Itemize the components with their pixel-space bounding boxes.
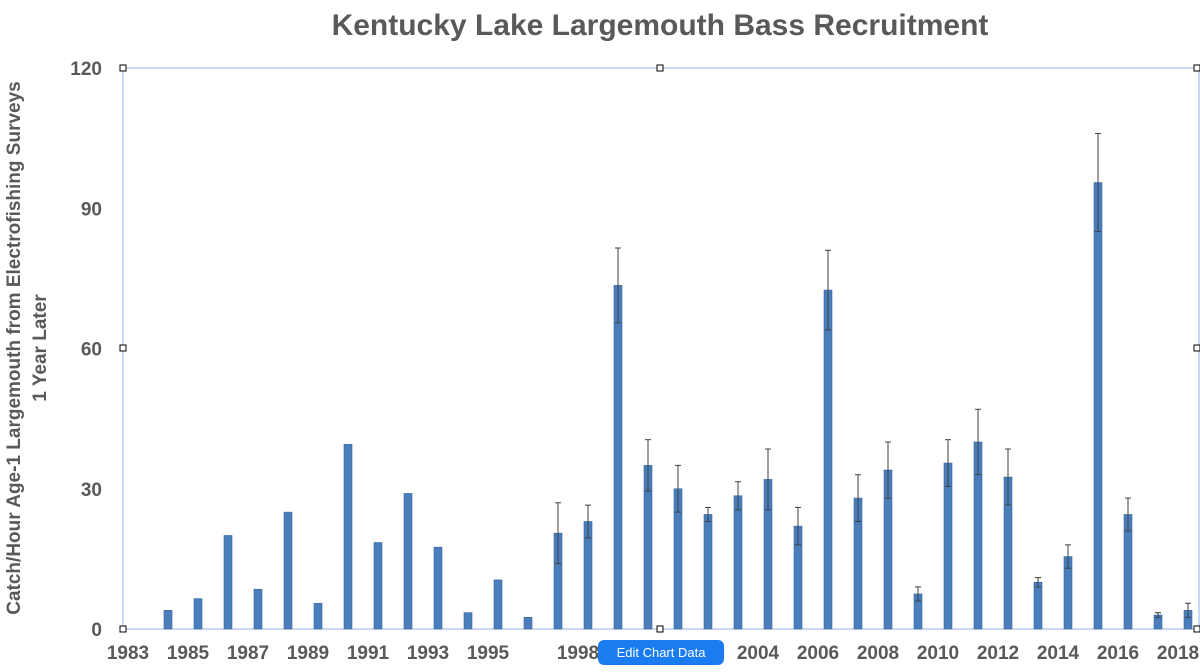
resize-handle-middle-right[interactable] (1193, 344, 1200, 352)
bar-1999 (613, 285, 623, 630)
bar-1986 (223, 535, 233, 630)
error-bar-2010 (945, 439, 951, 487)
error-bar-2016 (1125, 497, 1131, 532)
bar-1994 (463, 612, 473, 630)
error-bar-2007 (855, 474, 861, 522)
selection-handles[interactable] (119, 64, 1200, 633)
bar-2006 (823, 289, 833, 630)
bar-2002 (703, 514, 713, 630)
x-tick-label: 2012 (977, 643, 1019, 664)
error-bar-2004 (765, 448, 771, 511)
x-tick-label: 1989 (287, 643, 329, 664)
error-bar-2018 (1185, 602, 1191, 618)
error-bar-2009 (915, 586, 921, 602)
x-tick-label: 1998 (557, 643, 599, 664)
y-tick-label: 90 (81, 199, 102, 220)
chart-title: Kentucky Lake Largemouth Bass Recruitmen… (332, 9, 989, 42)
error-bar-1997 (555, 502, 561, 565)
bar-1989 (313, 602, 323, 630)
x-tick-label: 1983 (107, 643, 149, 664)
y-tick-label: 120 (70, 59, 102, 80)
y-axis-label-line-2: 1 Year Later (30, 294, 51, 402)
error-bar-2005 (795, 506, 801, 546)
resize-handle-top-left[interactable] (119, 64, 127, 72)
bar-1993 (433, 546, 443, 630)
bar-1987 (253, 588, 263, 630)
y-axis-ticks: 0 30 60 90 120 (70, 59, 102, 641)
bars (163, 182, 1193, 630)
x-tick-label: 1987 (227, 643, 269, 664)
y-tick-label: 30 (81, 480, 102, 501)
y-axis-label: Catch/Hour Age-1 Largemouth from Electro… (4, 81, 51, 615)
error-bar-1998 (585, 504, 591, 539)
x-tick-label: 2006 (797, 643, 839, 664)
resize-handle-top-center[interactable] (656, 64, 664, 72)
x-tick-label: 1993 (407, 643, 449, 664)
error-bar-2000 (645, 439, 651, 492)
x-tick-label: 2014 (1037, 643, 1080, 664)
error-bar-2017 (1155, 612, 1161, 618)
y-axis-label-line-1: Catch/Hour Age-1 Largemouth from Electro… (4, 81, 25, 615)
error-bar-2014 (1065, 544, 1071, 569)
bar-1992 (403, 493, 413, 630)
resize-handle-bottom-center[interactable] (656, 625, 664, 633)
x-tick-label: 2008 (857, 643, 899, 664)
error-bar-2006 (825, 249, 831, 331)
bar-1990 (343, 444, 353, 630)
x-tick-label: 1985 (167, 643, 210, 664)
x-tick-label: 2010 (917, 643, 959, 664)
x-tick-label: 2016 (1097, 643, 1139, 664)
resize-handle-bottom-right[interactable] (1193, 625, 1200, 633)
resize-handle-top-right[interactable] (1193, 64, 1200, 72)
error-bar-2013 (1035, 577, 1041, 588)
edit-chart-data-button[interactable]: Edit Chart Data (598, 640, 724, 665)
bar-2003 (733, 495, 743, 630)
bar-2015 (1093, 182, 1103, 630)
error-bar-2001 (675, 464, 681, 513)
error-bar-2002 (705, 506, 711, 522)
x-tick-label: 1995 (467, 643, 510, 664)
bar-1995 (493, 579, 503, 630)
bar-2013 (1033, 581, 1043, 630)
x-tick-label: 1991 (347, 643, 390, 664)
error-bar-2011 (975, 408, 981, 476)
x-tick-label: 2004 (737, 643, 780, 664)
y-tick-label: 0 (91, 620, 102, 641)
x-tick-label: 2018 (1157, 643, 1199, 664)
bar-1996 (523, 617, 533, 630)
bar-2010 (943, 462, 953, 630)
resize-handle-bottom-left[interactable] (119, 625, 127, 633)
error-bar-2003 (735, 481, 741, 511)
bar-1991 (373, 542, 383, 630)
bar-2016 (1123, 514, 1133, 630)
bar-1984 (163, 609, 173, 630)
bar-1988 (283, 511, 293, 630)
resize-handle-middle-left[interactable] (119, 344, 127, 352)
error-bar-2012 (1005, 448, 1011, 506)
error-bar-2015 (1095, 132, 1101, 233)
error-bars (555, 132, 1191, 618)
error-bar-1999 (615, 247, 621, 324)
bar-1985 (193, 598, 203, 630)
y-tick-label: 60 (81, 340, 102, 361)
error-bar-2008 (885, 441, 891, 499)
